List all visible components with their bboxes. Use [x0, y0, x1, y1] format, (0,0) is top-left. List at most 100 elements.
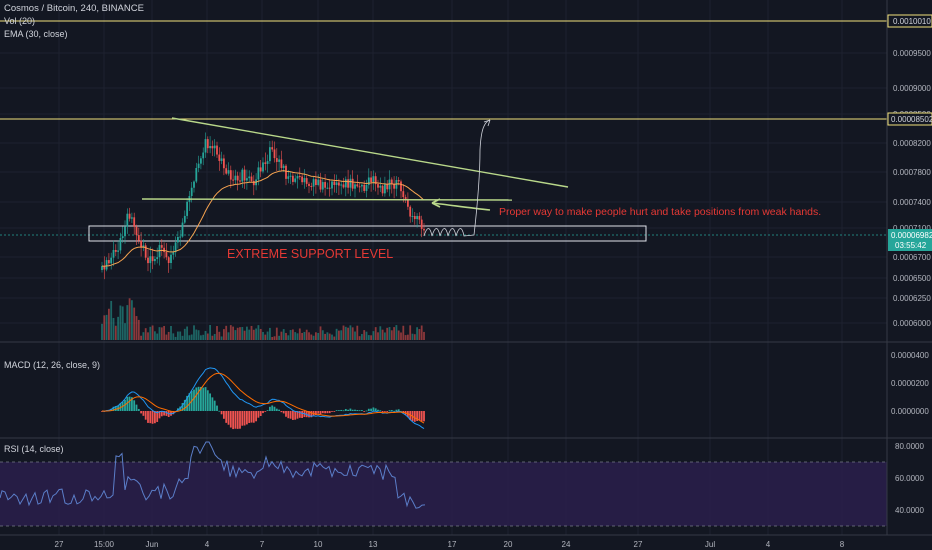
macd-histogram-bar — [163, 411, 165, 416]
candle-body — [312, 179, 315, 187]
macd-histogram-bar — [156, 411, 159, 422]
candle-body — [179, 236, 182, 238]
macd-tick-label: 0.0000000 — [891, 407, 929, 416]
volume-bar — [147, 332, 149, 340]
candle-body — [144, 245, 147, 258]
candle-body — [423, 228, 425, 231]
volume-bar — [239, 327, 241, 340]
candle-body — [154, 259, 156, 262]
time-tick-label: 4 — [205, 540, 210, 549]
macd-tick-label: 0.0000400 — [891, 351, 929, 360]
macd-histogram-bar — [149, 411, 152, 424]
volume-bar — [296, 333, 299, 340]
volume-bar — [264, 334, 267, 340]
volume-bar — [347, 327, 349, 340]
volume-bar — [361, 334, 363, 340]
volume-bar — [349, 325, 352, 340]
price-tick-label: 0.0006250 — [893, 294, 931, 303]
macd-histogram-bar — [262, 411, 264, 414]
volume-bar — [142, 332, 145, 340]
candle-body — [241, 169, 244, 182]
volume-bar — [305, 329, 308, 340]
candle-body — [402, 191, 405, 198]
macd-histogram-bar — [384, 411, 386, 412]
candle-body — [170, 254, 172, 264]
macd-histogram-bar — [315, 411, 317, 416]
volume-bar — [165, 334, 168, 340]
volume-bar — [333, 336, 336, 340]
macd-histogram-bar — [363, 411, 366, 412]
ema-indicator-label[interactable]: EMA (30, close) — [4, 29, 68, 39]
time-tick-label: 27 — [634, 540, 643, 549]
volume-bar — [248, 329, 251, 340]
volume-bar — [121, 306, 124, 340]
volume-bar — [416, 327, 418, 340]
candle-body — [411, 216, 414, 218]
annotation-arrow — [431, 202, 491, 211]
time-tick-label: Jul — [705, 540, 715, 549]
macd-histogram-bar — [225, 411, 228, 423]
volume-bar — [160, 327, 163, 340]
macd-histogram-bar — [386, 411, 389, 412]
macd-histogram-bar — [333, 411, 336, 412]
horizontal-trendline — [141, 198, 513, 201]
candle-body — [128, 213, 131, 219]
macd-histogram-bar — [349, 408, 352, 411]
candle-body — [294, 178, 297, 182]
volume-bar — [186, 326, 188, 340]
macd-histogram-bar — [379, 410, 382, 412]
macd-histogram-bar — [289, 411, 292, 419]
candle-body — [216, 145, 218, 155]
badge-top-level — [887, 14, 932, 28]
volume-bar — [154, 331, 156, 340]
candle-body — [308, 183, 310, 186]
volume-bar — [179, 331, 182, 340]
macd-histogram-bar — [377, 409, 379, 411]
macd-histogram-bar — [227, 411, 230, 425]
candle-body — [172, 252, 175, 255]
candle-body — [225, 168, 228, 174]
volume-bar — [379, 326, 382, 340]
symbol-title[interactable]: Cosmos / Bitcoin, 240, BINANCE — [4, 3, 144, 14]
candle-body — [365, 185, 368, 191]
volume-bar — [151, 325, 154, 340]
volume-bar — [409, 325, 412, 340]
volume-indicator-label[interactable]: Vol (20) — [4, 16, 36, 26]
time-tick-label: 4 — [766, 540, 771, 549]
macd-histogram-bar — [218, 410, 221, 412]
macd-histogram-bar — [193, 389, 195, 411]
macd-histogram-bar — [324, 411, 326, 414]
volume-bar — [331, 334, 333, 340]
candle-body — [220, 158, 223, 161]
volume-bar — [195, 329, 198, 340]
badge-current-price — [888, 229, 932, 251]
candle-body — [108, 260, 110, 264]
time-tick-label: 8 — [840, 540, 845, 549]
macd-histogram-bar — [409, 411, 412, 420]
volume-bar — [209, 325, 211, 340]
macd-histogram-bar — [338, 410, 340, 411]
volume-bar — [340, 330, 343, 340]
macd-histogram-bar — [248, 411, 251, 424]
volume-bar — [193, 325, 195, 340]
volume-bar — [259, 328, 262, 340]
macd-histogram-bar — [418, 411, 421, 421]
candle-body — [351, 178, 354, 189]
volume-bar — [229, 325, 232, 340]
candle-body — [197, 163, 200, 168]
macd-histogram-bar — [114, 406, 117, 411]
macd-histogram-bar — [342, 410, 345, 412]
candle-body — [202, 152, 205, 159]
candle-body — [319, 179, 322, 190]
macd-histogram-bar — [269, 406, 271, 411]
candle-body — [137, 235, 140, 241]
candle-body — [131, 217, 133, 219]
volume-bar — [308, 332, 310, 340]
macd-histogram-bar — [374, 408, 377, 411]
candle-body — [287, 176, 290, 179]
candle-body — [147, 257, 149, 264]
macd-histogram-bar — [140, 411, 142, 414]
candle-body — [296, 176, 299, 179]
candle-body — [278, 159, 280, 162]
